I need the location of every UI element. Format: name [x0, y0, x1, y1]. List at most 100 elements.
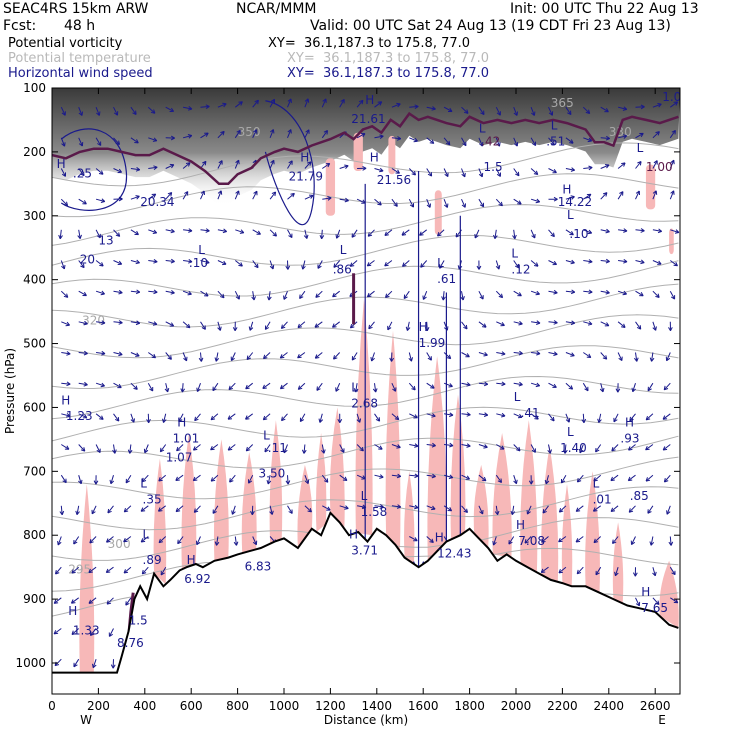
wind-arrowhead: [389, 357, 395, 362]
x-tick-label: 600: [180, 699, 203, 713]
wind-arrowhead: [89, 631, 95, 636]
wind-arrowhead: [396, 444, 401, 449]
wind-arrow: [426, 536, 434, 543]
wind-arrowhead: [403, 294, 408, 300]
wind-arrow: [374, 505, 384, 508]
wind-arrow: [165, 106, 174, 112]
wind-arrowhead: [517, 292, 522, 297]
wind-arrowhead: [53, 630, 59, 635]
wind-arrow: [200, 290, 209, 297]
wind-arrow: [106, 536, 114, 543]
wind-arrowhead: [110, 664, 116, 669]
wind-arrow: [600, 352, 608, 360]
wind-arrowhead: [561, 479, 566, 484]
wind-arrow: [444, 444, 454, 447]
wind-arrow: [283, 291, 288, 300]
wind-arrowhead: [501, 381, 506, 387]
wind-arrowhead: [393, 202, 398, 207]
wind-arrow: [576, 566, 584, 575]
wind-arrow: [217, 131, 225, 139]
wind-arrowhead: [100, 198, 106, 203]
wind-arrow: [234, 160, 240, 169]
y-axis-label: Pressure (hPa): [3, 348, 17, 434]
wind-arrowhead: [657, 103, 662, 108]
wind-arrowhead: [673, 261, 678, 267]
wind-arrowhead: [553, 351, 558, 356]
theta-line: [52, 547, 679, 592]
wind-arrow: [281, 321, 288, 329]
wind-arrow: [611, 444, 619, 452]
wind-arrow: [182, 321, 191, 329]
wind-arrow: [355, 383, 358, 393]
wind-arrow: [252, 229, 261, 235]
wind-arrowhead: [297, 323, 303, 329]
wind-arrow: [513, 382, 523, 386]
wind-arrowhead: [649, 541, 655, 546]
wind-arrowhead: [117, 383, 122, 389]
wind-arrow: [670, 260, 678, 267]
wind-arrowhead: [281, 416, 286, 422]
wind-arrow: [163, 413, 167, 423]
wind-arrow: [663, 382, 671, 391]
wind-arrowhead: [541, 538, 546, 543]
wind-arrowhead: [518, 350, 523, 356]
pink-plume: [585, 471, 600, 593]
wind-arrow: [530, 137, 537, 146]
wind-arrow: [60, 505, 63, 515]
wind-arrowhead: [150, 109, 156, 114]
wind-arrow: [617, 106, 627, 110]
wind-arrow: [374, 474, 384, 478]
wind-arrow: [217, 290, 225, 299]
wind-arrowhead: [65, 321, 70, 327]
wind-arrow: [406, 321, 410, 331]
wind-arrowhead: [640, 228, 645, 233]
wind-arrow: [333, 260, 341, 268]
west-label: W: [80, 713, 92, 727]
theta-label: 295: [68, 563, 91, 577]
wind-arrow: [217, 190, 222, 200]
wind-arrow: [478, 137, 483, 147]
wind-arrowhead: [419, 231, 424, 236]
wind-arrowhead: [476, 265, 482, 270]
wind-arrowhead: [655, 600, 660, 605]
wind-arrow: [583, 193, 592, 200]
wind-arrowhead: [368, 324, 373, 330]
wind-arrowhead: [570, 320, 576, 326]
wind-arrow: [234, 536, 237, 546]
wind-arrowhead: [232, 327, 238, 332]
wind-arrowhead: [135, 167, 141, 172]
wind-arrowhead: [570, 167, 576, 172]
wind-arrow: [669, 290, 676, 300]
wind-arrow: [78, 137, 83, 147]
wind-arrowhead: [673, 101, 679, 106]
contour-annotation: 14.22: [558, 195, 592, 209]
wind-arrow: [287, 160, 293, 169]
wind-arrow: [193, 505, 201, 513]
x-tick-label: 1200: [315, 699, 346, 713]
wind-arrow: [495, 474, 502, 483]
contour-annotation: H: [300, 151, 309, 165]
wind-arrowhead: [192, 446, 198, 451]
wind-arrowhead: [547, 449, 552, 454]
wind-arrow: [61, 321, 70, 326]
wind-arrowhead: [670, 159, 675, 165]
wind-arrow: [71, 566, 80, 574]
wind-arrowhead: [304, 98, 310, 103]
wind-arrowhead: [518, 381, 523, 387]
wind-arrow: [182, 290, 192, 295]
x-tick-label: 0: [48, 699, 56, 713]
wind-arrow: [408, 198, 414, 208]
wind-arrow: [71, 628, 80, 635]
wind-arrow: [148, 137, 157, 142]
wind-arrow: [530, 229, 536, 239]
pink-patch: [669, 228, 674, 255]
wind-arrow: [647, 505, 654, 514]
wind-arrowhead: [101, 320, 106, 325]
legend-theta-xy: XY= 36.1,187.3 to 175.8, 77.0: [287, 51, 490, 66]
wind-arrow: [130, 321, 140, 324]
wind-arrow: [234, 260, 243, 267]
wind-arrow: [299, 290, 306, 299]
wind-arrow: [269, 191, 276, 200]
wind-arrowhead: [431, 442, 436, 448]
wind-arrow: [90, 628, 97, 636]
